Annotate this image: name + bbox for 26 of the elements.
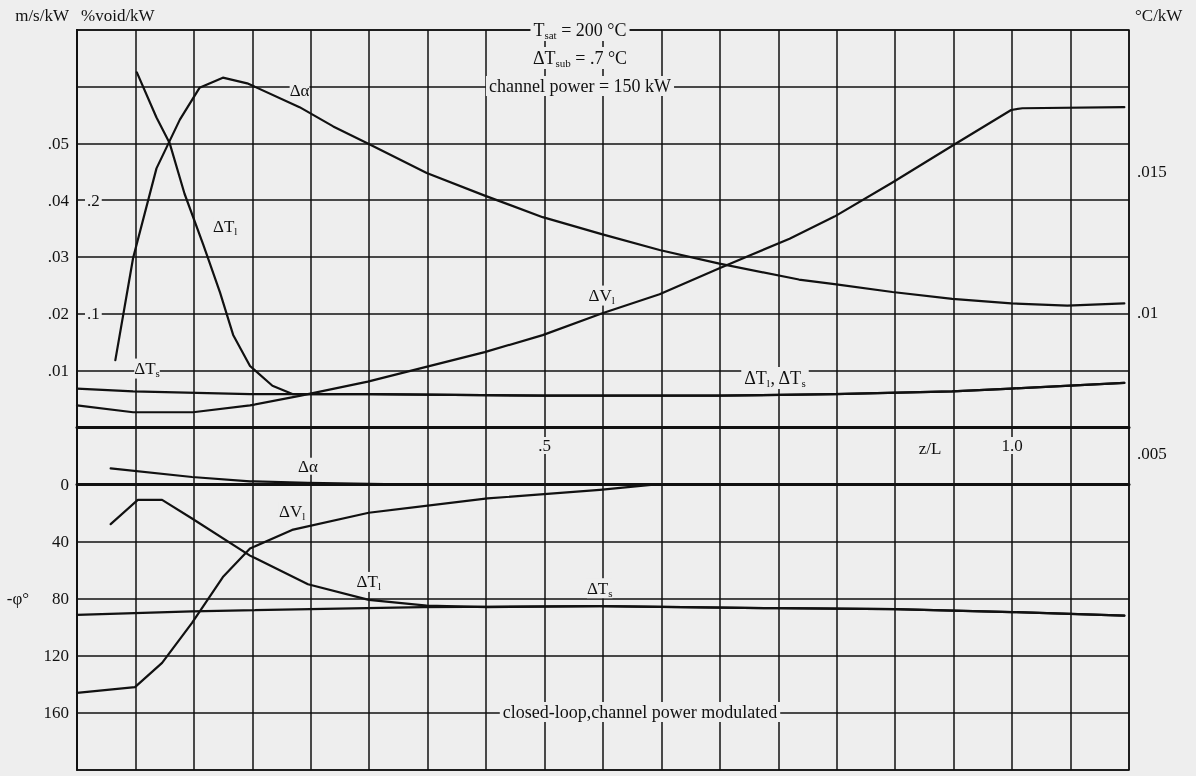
y-tick-label: .04 xyxy=(47,190,70,210)
y-tick-label: .05 xyxy=(47,133,69,153)
x-tick-label: .5 xyxy=(538,436,551,455)
series-label: Δα xyxy=(298,456,318,476)
y-tick-label: 0 xyxy=(60,474,69,494)
annotation: closed-loop,channel power modulated xyxy=(502,702,778,722)
y3-tick-label: .2 xyxy=(87,190,100,210)
y-tick-label: 80 xyxy=(52,589,69,608)
y-tick-label: .01 xyxy=(47,360,69,380)
y-tick-label: 40 xyxy=(52,531,69,551)
y-axis-title: m/s/kW xyxy=(15,6,70,25)
y2-tick-label: .01 xyxy=(1137,302,1159,322)
y-tick-label: .02 xyxy=(47,304,69,324)
x-axis-title: z/L xyxy=(918,439,942,458)
y-tick-label: 160 xyxy=(43,703,69,723)
x-tick-label: 1.0 xyxy=(1001,436,1023,455)
y3-axis-title: %void/kW xyxy=(81,6,156,25)
y2-tick-label: .015 xyxy=(1137,161,1167,181)
y2-axis-title: °C/kW xyxy=(1135,6,1184,25)
y-axis-title: -φ° xyxy=(6,589,29,608)
annotation: channel power = 150 kW xyxy=(488,76,672,96)
series-label: Δα xyxy=(289,81,310,101)
y-tick-label: .03 xyxy=(47,247,69,267)
y3-tick-label: .1 xyxy=(87,304,100,324)
y2-tick-label: .005 xyxy=(1137,444,1167,463)
y-tick-label: 120 xyxy=(43,646,69,666)
